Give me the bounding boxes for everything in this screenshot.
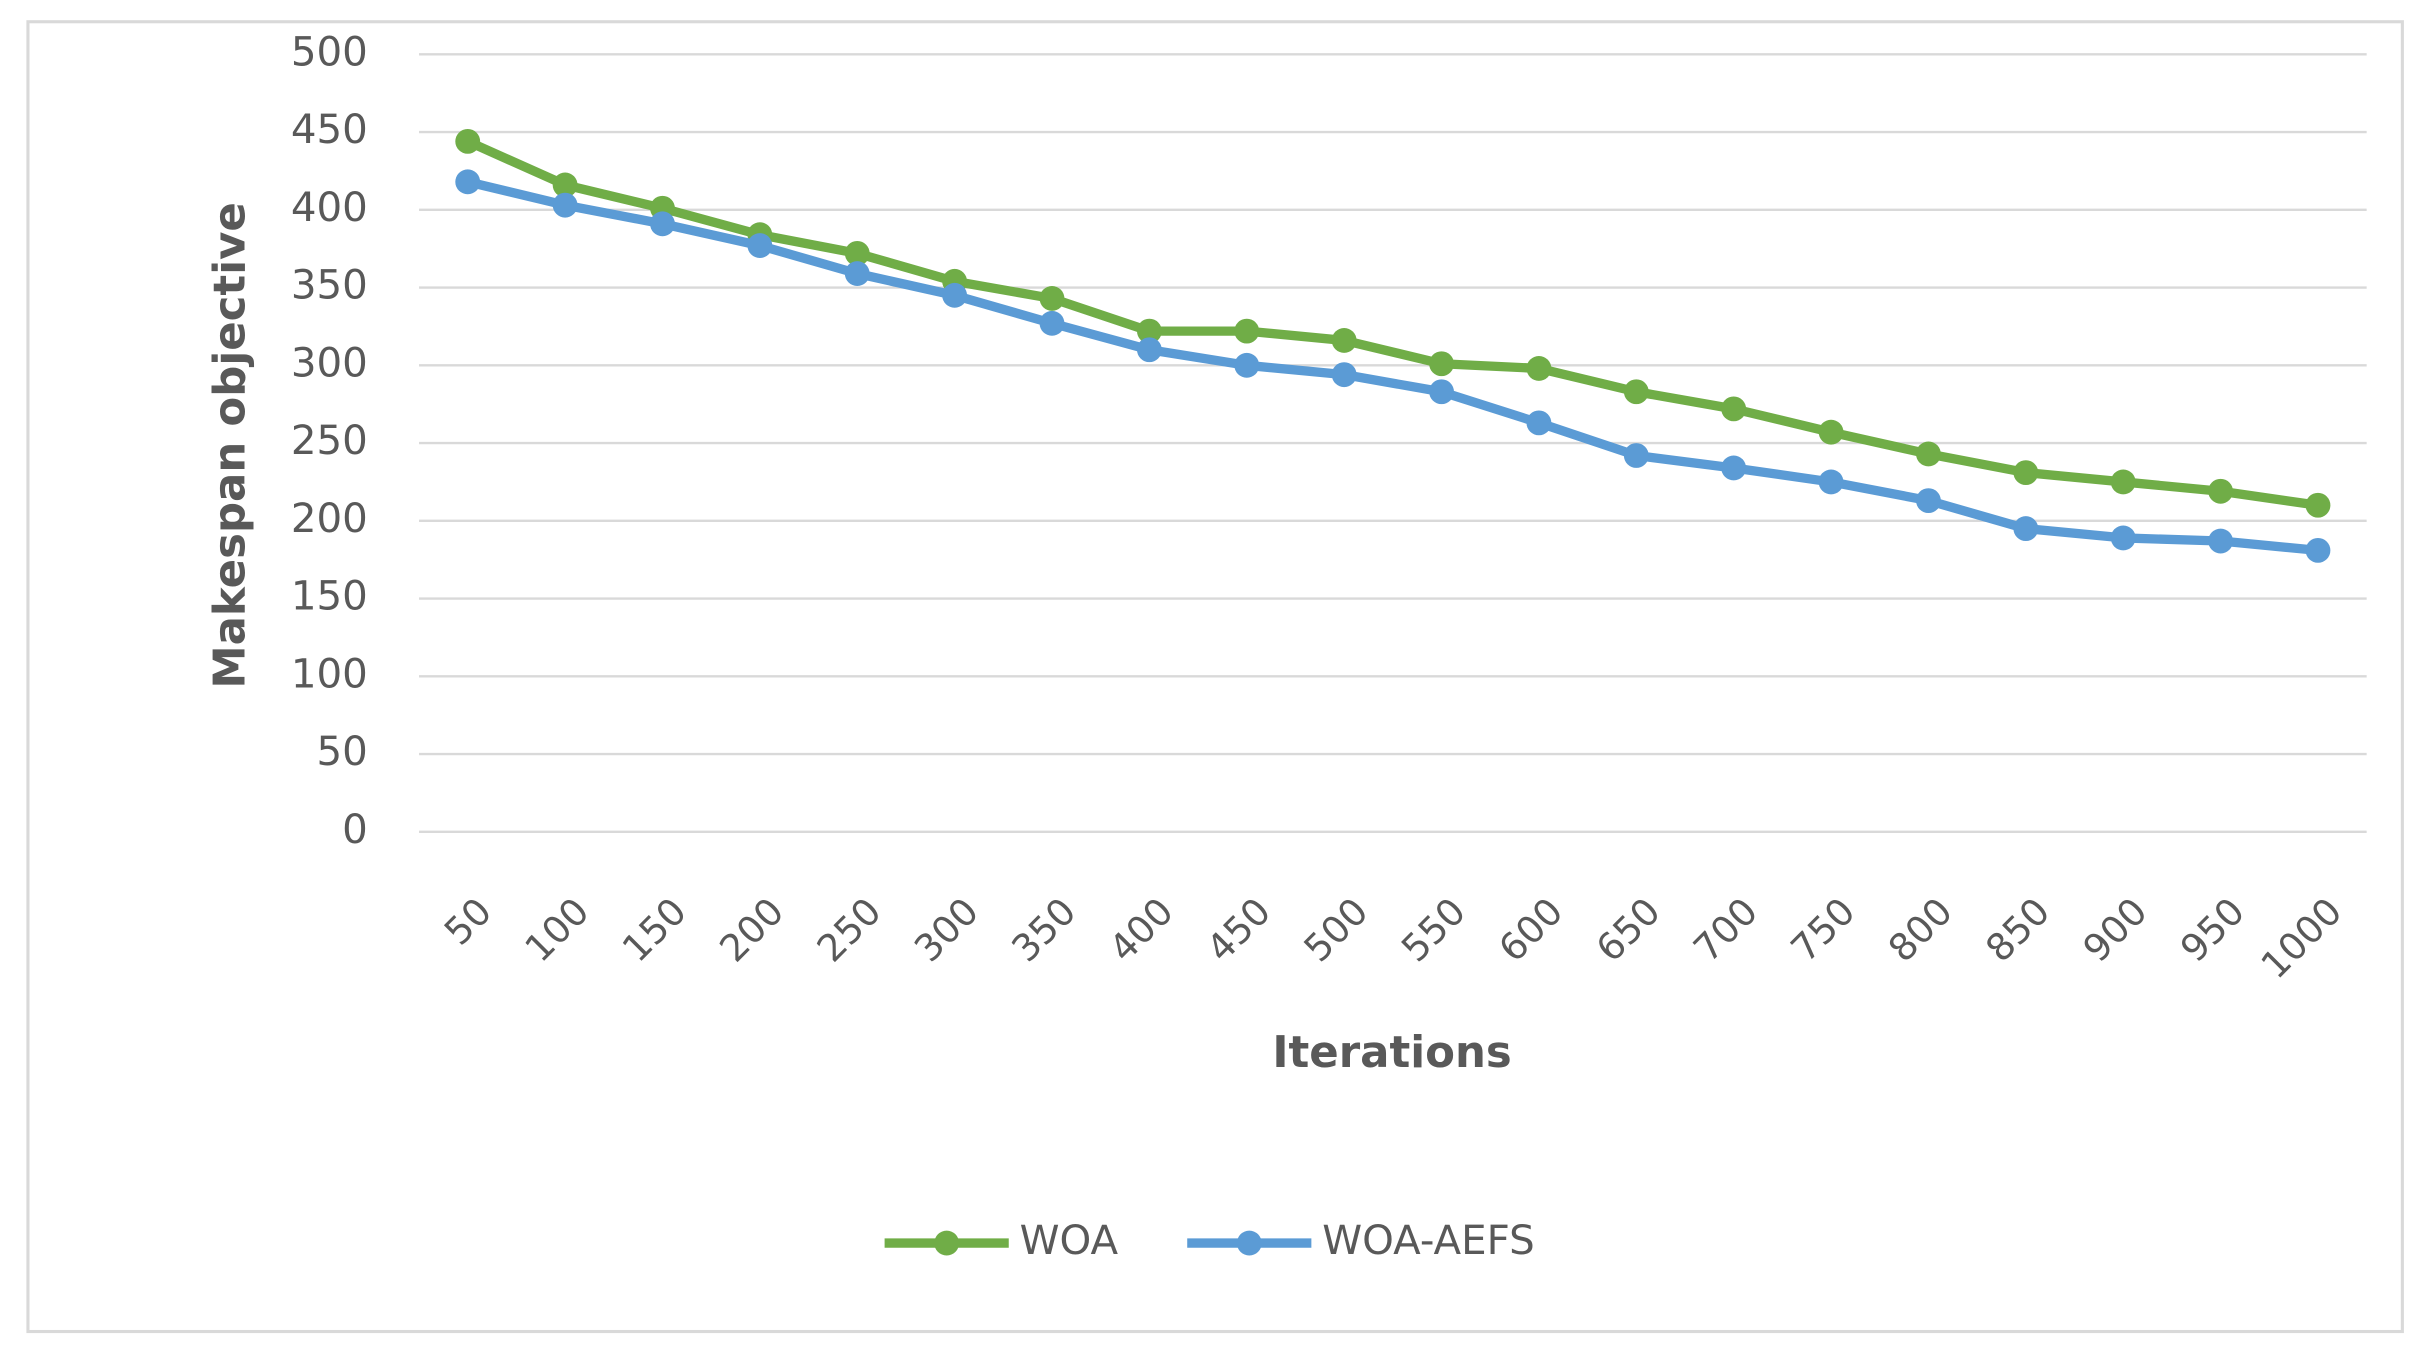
legend-marker: [1236, 1230, 1262, 1256]
data-point: [1136, 337, 1162, 363]
data-point: [1916, 488, 1941, 514]
data-point: [1039, 286, 1065, 311]
y-tick-label: 350: [291, 262, 368, 309]
legend-marker: [934, 1230, 960, 1256]
data-point: [1526, 356, 1552, 381]
data-point: [1331, 362, 1357, 388]
data-point: [1234, 352, 1260, 378]
y-tick-label: 100: [291, 650, 368, 697]
data-point: [1721, 455, 1747, 481]
data-point: [1039, 310, 1065, 336]
data-point: [2305, 537, 2331, 563]
data-point: [1136, 318, 1162, 344]
data-point: [455, 128, 481, 154]
data-point: [844, 261, 870, 286]
y-tick-label: 250: [291, 417, 368, 464]
series-line: [466, 177, 2319, 555]
data-point: [455, 169, 481, 195]
data-point: [1429, 379, 1454, 405]
legend-label: WOA-AEFS: [1322, 1217, 1534, 1264]
y-tick-label: 0: [342, 806, 368, 853]
data-point: [1916, 441, 1941, 467]
data-point: [2110, 525, 2136, 551]
data-point: [650, 211, 675, 237]
y-tick-label: 150: [291, 573, 368, 620]
series-line: [465, 137, 2319, 510]
data-point: [1526, 410, 1552, 436]
data-point: [552, 192, 578, 218]
y-axis-label: Makespan objective: [205, 202, 255, 689]
data-point: [2208, 478, 2234, 504]
data-point: [2208, 528, 2234, 554]
data-point: [552, 172, 578, 198]
data-point: [747, 233, 773, 258]
data-point: [1623, 379, 1649, 405]
y-tick-label: 450: [291, 106, 368, 153]
data-point: [1721, 396, 1747, 422]
data-point: [1623, 443, 1649, 468]
data-point: [2013, 516, 2039, 542]
data-point: [2305, 492, 2331, 518]
data-point: [1818, 469, 1844, 495]
data-point: [1429, 351, 1454, 377]
data-point: [2013, 460, 2039, 486]
data-point: [1234, 318, 1260, 344]
y-tick-label: 500: [291, 28, 368, 75]
y-tick-label: 50: [316, 728, 367, 775]
y-tick-label: 400: [291, 184, 368, 231]
data-point: [1331, 328, 1357, 353]
legend-label: WOA: [1020, 1217, 1119, 1264]
y-tick-label: 300: [291, 339, 368, 386]
data-point: [2110, 469, 2136, 495]
data-point: [942, 282, 968, 308]
data-point: [1818, 419, 1844, 445]
y-tick-label: 200: [291, 495, 368, 542]
x-axis-label: Iterations: [1272, 1028, 1511, 1078]
data-point: [844, 240, 870, 266]
